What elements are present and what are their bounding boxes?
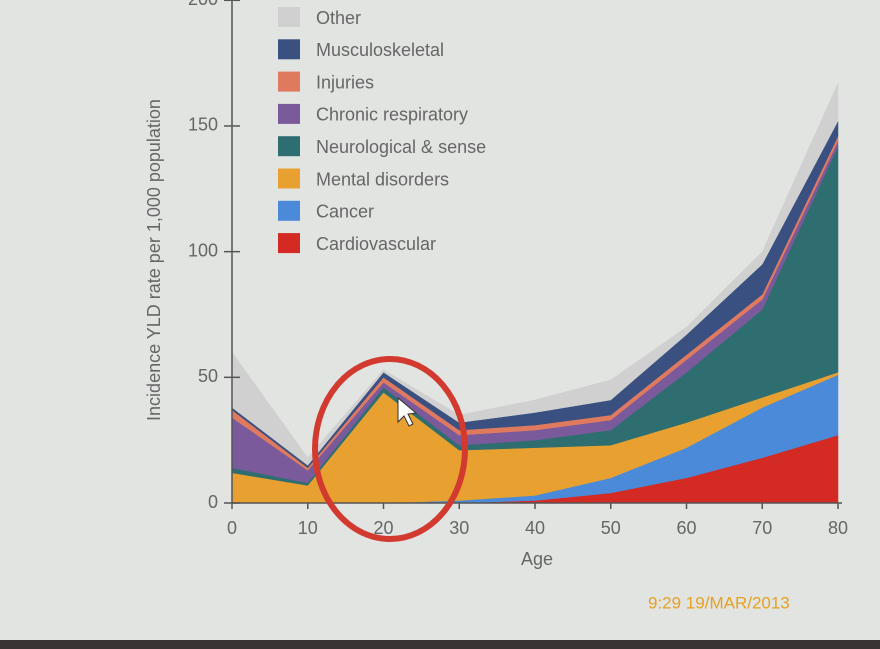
y-tick-label: 200 bbox=[188, 0, 218, 9]
legend-label: Mental disorders bbox=[316, 169, 449, 189]
y-axis-label: Incidence YLD rate per 1,000 population bbox=[144, 99, 164, 421]
x-axis-label: Age bbox=[521, 549, 553, 569]
legend-swatch bbox=[278, 71, 300, 92]
y-tick-label: 50 bbox=[198, 366, 218, 386]
x-tick-label: 70 bbox=[752, 518, 772, 538]
legend-label: Injuries bbox=[316, 72, 374, 92]
legend-label: Neurological & sense bbox=[316, 137, 486, 157]
screen-edge bbox=[0, 640, 880, 649]
legend-swatch bbox=[278, 200, 300, 221]
x-tick-label: 0 bbox=[227, 518, 237, 538]
y-tick-label: 100 bbox=[188, 240, 218, 260]
legend-label: Chronic respiratory bbox=[316, 105, 468, 125]
legend-swatch bbox=[278, 136, 300, 157]
legend-swatch bbox=[278, 168, 300, 189]
legend-swatch bbox=[278, 233, 300, 254]
legend-label: Cardiovascular bbox=[316, 234, 436, 254]
x-tick-label: 50 bbox=[601, 518, 621, 538]
x-tick-label: 10 bbox=[298, 518, 318, 538]
legend-swatch bbox=[278, 7, 300, 27]
y-tick-label: 150 bbox=[188, 115, 218, 135]
x-tick-label: 20 bbox=[373, 518, 393, 538]
highlight-circle bbox=[312, 356, 468, 542]
legend-swatch bbox=[278, 103, 300, 124]
x-tick-label: 30 bbox=[449, 518, 469, 538]
x-tick-label: 80 bbox=[828, 518, 848, 538]
cursor bbox=[397, 396, 418, 427]
x-tick-label: 40 bbox=[525, 518, 545, 538]
legend-label: Musculoskeletal bbox=[316, 40, 444, 60]
timestamp: 9:29 19/MAR/2013 bbox=[648, 593, 790, 612]
legend-label: Other bbox=[316, 8, 361, 28]
y-tick-label: 0 bbox=[208, 492, 218, 512]
legend-label: Cancer bbox=[316, 202, 374, 222]
legend-swatch bbox=[278, 39, 300, 60]
x-tick-label: 60 bbox=[676, 518, 696, 538]
